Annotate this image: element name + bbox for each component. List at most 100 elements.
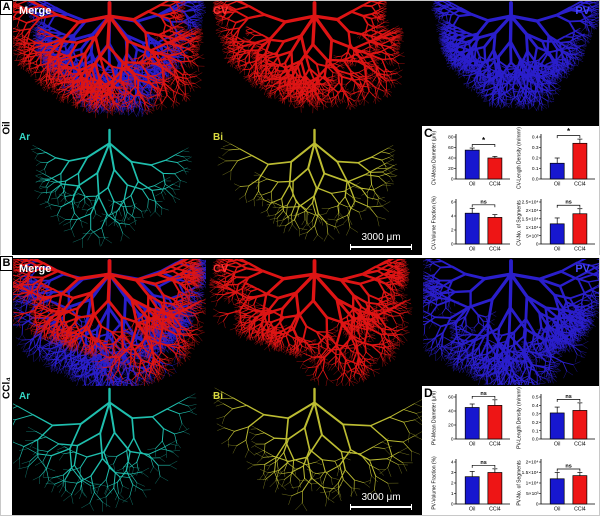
svg-text:0: 0	[535, 502, 538, 508]
svg-text:CV-Volume Fraction (%): CV-Volume Fraction (%)	[432, 195, 438, 249]
bar-chart: 0 2 4 6 CV-Volume Fraction (%) Oil CCl4 ns	[432, 195, 510, 252]
svg-text:0.2: 0.2	[531, 420, 538, 426]
svg-text:CCl4: CCl4	[574, 507, 586, 513]
tile-label-ar: Ar	[19, 132, 31, 143]
svg-text:Oil: Oil	[554, 442, 560, 448]
tile-label-merge: Merge	[19, 5, 52, 17]
svg-text:5×10³: 5×10³	[526, 233, 539, 239]
svg-text:80: 80	[448, 135, 454, 141]
svg-text:ns: ns	[565, 394, 571, 400]
scale-bar-line	[350, 504, 412, 510]
svg-text:40: 40	[448, 409, 454, 415]
svg-text:0: 0	[451, 437, 454, 443]
bar-chart: 0 1 2 3 4 PV-Volume Fraction (%) Oil CCl4 ns	[432, 456, 510, 513]
chart-cell: 0 1 2 3 4 PV-Volume Fraction (%) Oil CCl4 ns	[430, 451, 515, 516]
group-label-ccl4: CCl₄	[1, 377, 13, 399]
svg-text:ns: ns	[480, 199, 486, 205]
svg-text:0.1: 0.1	[531, 428, 538, 434]
vessel-tree-pv-oil	[431, 1, 599, 112]
svg-text:Oil: Oil	[554, 507, 560, 513]
chart-cell: 0.0 0.1 0.2 0.3 0.4 0.5 PV-Length Density (m/m…	[515, 386, 600, 451]
svg-text:0.1: 0.1	[531, 166, 538, 172]
micrograph-ar-oil: Ar	[13, 128, 206, 255]
svg-text:ns: ns	[565, 464, 571, 470]
vessel-tree-merge-oil	[13, 1, 206, 119]
svg-text:1.5×10⁴: 1.5×10⁴	[521, 216, 538, 222]
svg-text:CCl4: CCl4	[489, 246, 501, 252]
tile-label-pv: PV	[575, 263, 590, 275]
svg-text:0.4: 0.4	[531, 135, 538, 141]
svg-text:PV-No. of Segments: PV-No. of Segments	[516, 460, 522, 506]
svg-text:2: 2	[451, 481, 454, 487]
svg-text:1.5×10⁴: 1.5×10⁴	[521, 470, 538, 476]
panel-a-letter: A	[0, 0, 13, 15]
svg-text:1: 1	[451, 491, 454, 497]
svg-text:6: 6	[451, 199, 454, 205]
svg-text:20: 20	[448, 166, 454, 172]
svg-text:4: 4	[451, 460, 454, 466]
bar-chart: 0 20 40 60 80 CV-Mean Diameter (μm) Oil CCl4 *	[432, 131, 510, 188]
micrograph-pv-ccl4: PV	[423, 259, 599, 385]
vessel-tree-pv-ccl4	[423, 259, 599, 385]
micrograph-pv-oil: PV	[423, 1, 599, 126]
svg-text:1×10⁴: 1×10⁴	[525, 224, 538, 230]
bar-chart: 0.0 0.1 0.2 0.3 0.4 0.5 PV-Length Density (m/m…	[516, 387, 595, 449]
svg-text:0.2: 0.2	[531, 156, 538, 162]
tile-label-bi: Bi	[213, 132, 223, 143]
group-label-oil: Oil	[1, 121, 13, 135]
tile-label-bi: Bi	[213, 391, 223, 402]
vessel-tree-cv-oil	[212, 1, 405, 114]
svg-text:CV-No. of Segments: CV-No. of Segments	[516, 199, 522, 245]
svg-text:20: 20	[448, 423, 454, 429]
svg-text:CCl4: CCl4	[574, 182, 586, 188]
svg-text:Oil: Oil	[469, 182, 475, 188]
chart-cell: 0 20 40 60 PV-Mean Diameter (μm) Oil CCl4 ns	[430, 386, 515, 451]
tile-label-pv: PV	[575, 5, 590, 17]
scale-bar-oil: 3000 μm	[350, 232, 412, 250]
scale-bar-text: 3000 μm	[361, 492, 401, 503]
svg-text:*: *	[566, 127, 570, 136]
svg-text:0.0: 0.0	[531, 177, 538, 183]
svg-text:ns: ns	[565, 199, 571, 205]
svg-text:0: 0	[451, 177, 454, 183]
vessel-tree-ar-oil	[31, 128, 192, 248]
vessel-tree-cv-ccl4	[208, 259, 413, 386]
svg-text:Oil: Oil	[469, 246, 475, 252]
svg-text:*: *	[482, 136, 486, 145]
svg-text:0: 0	[451, 502, 454, 508]
svg-text:60: 60	[448, 395, 454, 401]
svg-text:PV-Volume Fraction (%): PV-Volume Fraction (%)	[432, 456, 438, 510]
micrograph-bi-ccl4: Bi 3000 μm	[207, 387, 422, 515]
micrograph-cv-ccl4: CV	[207, 259, 422, 386]
chart-cell: 0.0 0.1 0.2 0.3 0.4 CV-Length Density (m/mm³)…	[515, 126, 600, 191]
svg-text:0.3: 0.3	[531, 412, 538, 418]
svg-text:Oil: Oil	[554, 246, 560, 252]
micrograph-merge-oil: Merge	[13, 1, 206, 127]
tile-label-cv: CV	[213, 5, 229, 17]
svg-text:0: 0	[451, 241, 454, 247]
svg-text:0: 0	[535, 241, 538, 247]
panel-d-chart-grid: 0 20 40 60 PV-Mean Diameter (μm) Oil CCl4 ns 0.0…	[430, 386, 599, 516]
svg-text:5×10³: 5×10³	[526, 491, 539, 497]
micrograph-cv-oil: CV	[207, 1, 422, 127]
chart-cell: 0 5×10³ 1×10⁴ 1.5×10⁴ 2×10⁴ PV-No. of Segment…	[515, 451, 600, 516]
svg-text:2×10⁴: 2×10⁴	[525, 460, 538, 466]
svg-text:PV-Length Density (m/mm³): PV-Length Density (m/mm³)	[516, 387, 522, 449]
svg-text:0.0: 0.0	[531, 437, 538, 443]
svg-text:0.4: 0.4	[531, 403, 538, 409]
tile-label-merge: Merge	[19, 263, 52, 275]
panel-c-chart-grid: 0 20 40 60 80 CV-Mean Diameter (μm) Oil CCl4 * 0.…	[430, 126, 599, 255]
svg-text:ns: ns	[480, 460, 486, 466]
vessel-tree-merge-ccl4	[13, 259, 206, 386]
vessel-tree-bi-oil	[217, 128, 398, 242]
panel-divider	[0, 255, 600, 258]
svg-text:CV-Mean Diameter (μm): CV-Mean Diameter (μm)	[432, 131, 438, 186]
svg-text:1×10⁴: 1×10⁴	[525, 481, 538, 487]
svg-text:PV-Mean Diameter (μm): PV-Mean Diameter (μm)	[432, 391, 438, 445]
svg-text:0.3: 0.3	[531, 145, 538, 151]
svg-text:CCl4: CCl4	[489, 442, 501, 448]
svg-text:3: 3	[451, 470, 454, 476]
panel-c-charts: C 0 20 40 60 80 CV-Mean Diameter (μm) Oil CCl4 *…	[422, 126, 600, 255]
